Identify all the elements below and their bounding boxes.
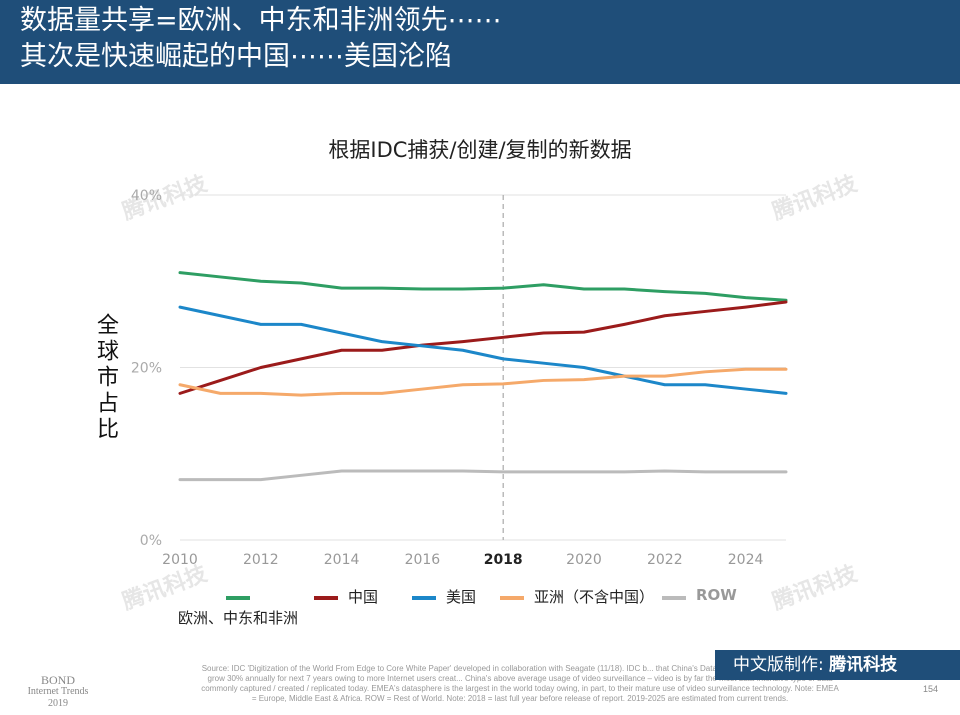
y-axis-label: 全球市占比 — [93, 313, 118, 443]
series-line-3 — [178, 367, 788, 397]
y-tick-label: 20% — [131, 361, 162, 377]
series-line-0 — [178, 271, 788, 302]
x-tick-label: 2018 — [484, 552, 523, 568]
bond-subtitle: Internet Trends — [27, 686, 89, 697]
series-line-1 — [178, 300, 788, 395]
y-tick-label: 40% — [131, 188, 162, 204]
x-tick-label: 2014 — [324, 552, 360, 568]
x-tick-label: 2010 — [162, 552, 198, 568]
headline-line-1: 数据量共享=欧洲、中东和非洲领先⋯⋯ — [20, 5, 502, 36]
series-line-4 — [178, 469, 788, 482]
credit-bar: 中文版制作: 腾讯科技 — [715, 650, 960, 680]
bond-year: 2019 — [48, 698, 68, 709]
y-tick-label: 0% — [140, 533, 162, 549]
headline-line-2: 其次是快速崛起的中国⋯⋯美国沦陷 — [20, 41, 452, 72]
bond-name: BOND — [40, 673, 75, 687]
x-tick-label: 2020 — [566, 552, 602, 568]
credit-brand: 腾讯科技 — [829, 655, 898, 675]
x-tick-label: 2016 — [405, 552, 441, 568]
x-tick-label: 2012 — [243, 552, 279, 568]
x-tick-label: 2024 — [728, 552, 764, 568]
bond-logo: BOND Internet Trends 2019 — [18, 674, 98, 710]
x-tick-label: 2022 — [647, 552, 683, 568]
series-line-2 — [178, 305, 788, 395]
slide-header: 数据量共享=欧洲、中东和非洲领先⋯⋯ 其次是快速崛起的中国⋯⋯美国沦陷 — [0, 0, 960, 84]
chart-title: 根据IDC捕获/创建/复制的新数据 — [328, 138, 632, 162]
credit-made-by: 中文版制作: — [733, 655, 824, 675]
page-number: 154 — [922, 684, 938, 694]
source-note: Source: IDC 'Digitization of the World F… — [201, 664, 839, 703]
